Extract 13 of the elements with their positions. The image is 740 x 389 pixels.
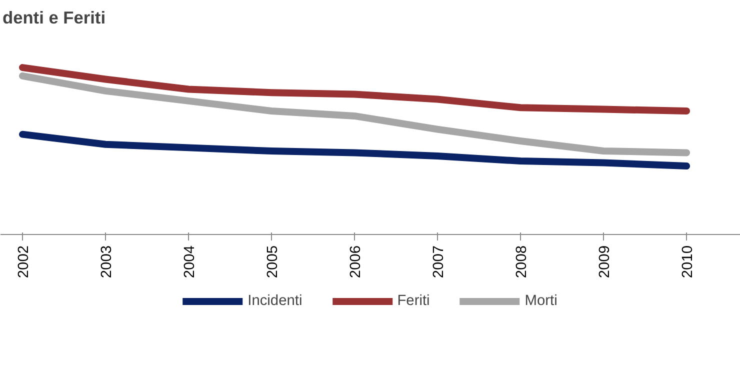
x-tick-label: 2008 (514, 245, 530, 278)
x-tick-label: 2004 (182, 245, 198, 278)
chart-title: denti e Feriti (2, 8, 106, 28)
x-tick-label: 2007 (431, 245, 448, 278)
x-tick-label: 2003 (99, 245, 116, 278)
x-tick-label: 2006 (348, 245, 364, 278)
legend-label: Feriti (397, 293, 430, 309)
x-tick-label: 2009 (597, 245, 614, 278)
x-tick-label: 2005 (265, 245, 282, 278)
legend-label: Morti (524, 293, 558, 309)
x-tick-label: 2010 (680, 245, 696, 278)
x-tick-label: 2002 (16, 245, 32, 278)
legend-label: Incidenti (248, 293, 302, 309)
